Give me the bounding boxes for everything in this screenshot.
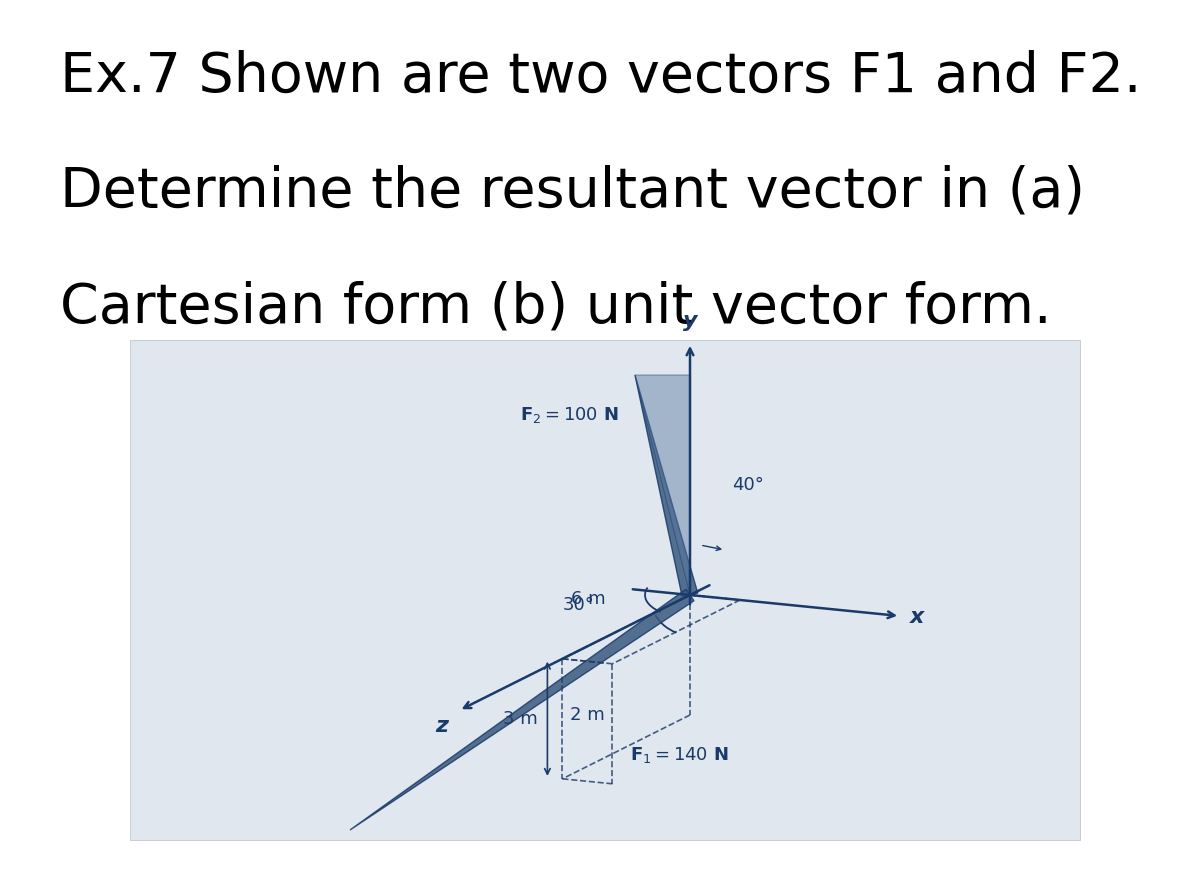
Text: Cartesian form (b) unit vector form.: Cartesian form (b) unit vector form. [60, 280, 1051, 334]
Text: 30°: 30° [563, 596, 595, 614]
Polygon shape [350, 589, 694, 830]
Text: x: x [910, 607, 924, 627]
Polygon shape [635, 375, 690, 595]
Text: 40°: 40° [732, 476, 764, 494]
Text: y: y [683, 311, 697, 331]
Text: Determine the resultant vector in (a): Determine the resultant vector in (a) [60, 165, 1085, 219]
Bar [130, 340, 1080, 840]
Text: $\mathbf{F}_1 = 140\ \mathbf{N}$: $\mathbf{F}_1 = 140\ \mathbf{N}$ [630, 745, 728, 765]
Text: 6 m: 6 m [571, 590, 606, 608]
Text: $\mathbf{F}_2 = 100\ \mathbf{N}$: $\mathbf{F}_2 = 100\ \mathbf{N}$ [520, 405, 619, 425]
Text: Ex.7 Shown are two vectors F1 and F2.: Ex.7 Shown are two vectors F1 and F2. [60, 50, 1141, 104]
Polygon shape [635, 375, 697, 597]
Text: 3 m: 3 m [503, 710, 538, 728]
Text: z: z [436, 716, 448, 736]
Text: 2 m: 2 m [570, 706, 605, 724]
